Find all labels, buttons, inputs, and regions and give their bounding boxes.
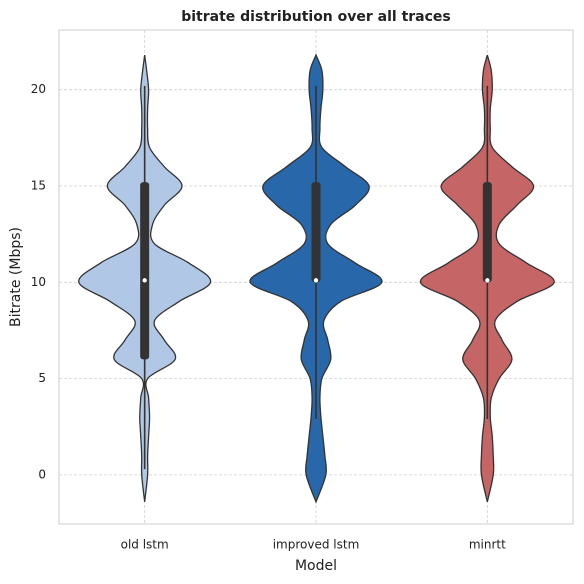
box xyxy=(311,182,321,283)
y-tick-label: 5 xyxy=(38,371,46,385)
y-tick-label: 0 xyxy=(38,467,46,481)
box xyxy=(140,182,150,360)
chart-title: bitrate distribution over all traces xyxy=(181,9,451,25)
box xyxy=(482,182,492,283)
x-tick-label: minrtt xyxy=(469,538,506,552)
y-axis-label: Bitrate (Mbps) xyxy=(8,227,24,327)
x-tick-label: improved lstm xyxy=(273,538,360,552)
y-tick-label: 20 xyxy=(31,82,46,96)
x-tick-label: old lstm xyxy=(121,538,169,552)
median xyxy=(485,278,490,283)
median xyxy=(142,278,147,283)
x-axis-label: Model xyxy=(295,558,337,574)
median xyxy=(313,278,319,283)
y-tick-label: 10 xyxy=(31,275,46,289)
y-tick-label: 15 xyxy=(31,179,46,193)
